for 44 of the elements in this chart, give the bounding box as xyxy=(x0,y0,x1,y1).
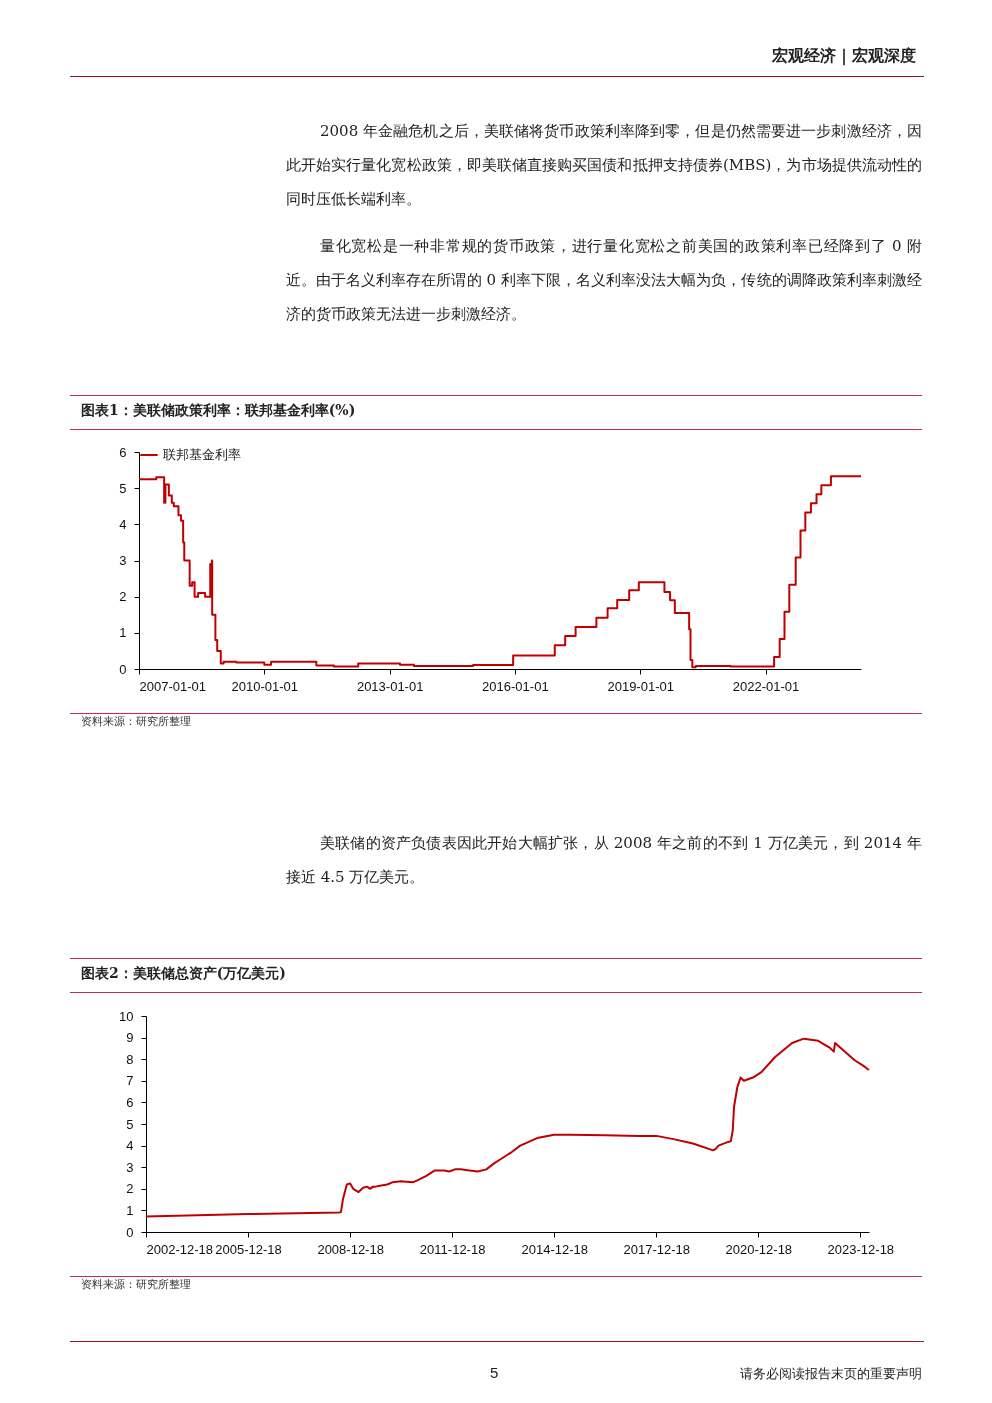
chart-title: 图表2：美联储总资产(万亿美元) xyxy=(70,958,922,993)
y-tick-label: 2 xyxy=(119,589,127,605)
y-tick-label: 10 xyxy=(119,1008,134,1024)
x-tick-label: 2008-12-18 xyxy=(317,1241,384,1257)
y-tick-label: 1 xyxy=(126,1202,134,1218)
x-tick-label: 2019-01-01 xyxy=(607,678,674,694)
text: 资料来源：研究所整理 xyxy=(81,1278,191,1292)
legend-label: 联邦基金利率 xyxy=(163,447,241,462)
line-series xyxy=(145,1037,870,1218)
text: 宏观经济｜宏观深度 xyxy=(772,46,916,67)
text: 量化宽松是一种非常规的货币政策，进行量化宽松之前美国的政策利率已经降到了 0 附近。由于名义利率存在所谓的 0 利率下限，名义利率没法大幅为负，传统的调降政策利率刺激经济的货币政策无法进一步刺激经济。 xyxy=(286,236,922,325)
x-tick-label: 2013-01-01 xyxy=(356,678,424,694)
x-tick-label: 2010-01-01 xyxy=(231,678,299,694)
y-tick-label: 2 xyxy=(126,1181,134,1197)
y-tick-label: 5 xyxy=(126,1116,134,1132)
x-tick-label: 2023-12-18 xyxy=(827,1241,895,1257)
x-tick-label: 2017-12-18 xyxy=(623,1241,691,1257)
x-tick-label: 2002-12-18 xyxy=(146,1241,213,1257)
y-tick-label: 3 xyxy=(119,553,127,568)
text: 5 xyxy=(490,1364,499,1381)
y-tick-label: 9 xyxy=(126,1030,134,1046)
y-tick-label: 6 xyxy=(126,1094,134,1110)
x-tick-label: 2011-12-18 xyxy=(419,1241,486,1257)
chart-title: 图表1：美联储政策利率：联邦基金利率(%) xyxy=(70,395,922,430)
y-tick-label: 3 xyxy=(126,1159,134,1175)
x-tick-label: 2005-12-18 xyxy=(215,1241,282,1257)
x-tick-label: 2016-01-01 xyxy=(482,678,549,694)
y-tick-label: 6 xyxy=(119,444,127,460)
x-tick-label: 2020-12-18 xyxy=(725,1241,793,1257)
y-tick-label: 0 xyxy=(126,1224,134,1240)
x-tick-label: 2014-12-18 xyxy=(521,1241,588,1257)
y-tick-label: 0 xyxy=(119,661,127,677)
text: 资料来源：研究所整理 xyxy=(81,715,191,729)
y-tick-label: 1 xyxy=(119,625,127,641)
text: 2008 年金融危机之后，美联储将货币政策利率降到零，但是仍然需要进一步刺激经济，因此开始实行量化宽松政策，即美联储直接购买国债和抵押支持债券(MBS)，为市场提供流动性的同时压低长端利率。 xyxy=(286,121,922,210)
text: 美联储的资产负债表因此开始大幅扩张，从 2008 年之前的不到 1 万亿美元，到 2014 年接近 4.5 万亿美元。 xyxy=(286,833,922,888)
y-tick-label: 8 xyxy=(126,1051,134,1067)
y-tick-label: 5 xyxy=(119,480,127,496)
x-tick-label: 2022-01-01 xyxy=(732,678,800,694)
y-tick-label: 4 xyxy=(126,1138,134,1154)
x-tick-label: 2007-01-01 xyxy=(139,678,206,694)
y-tick-label: 7 xyxy=(126,1073,134,1089)
y-tick-label: 4 xyxy=(119,516,127,532)
text: 请务必阅读报告末页的重要声明 xyxy=(740,1365,922,1383)
